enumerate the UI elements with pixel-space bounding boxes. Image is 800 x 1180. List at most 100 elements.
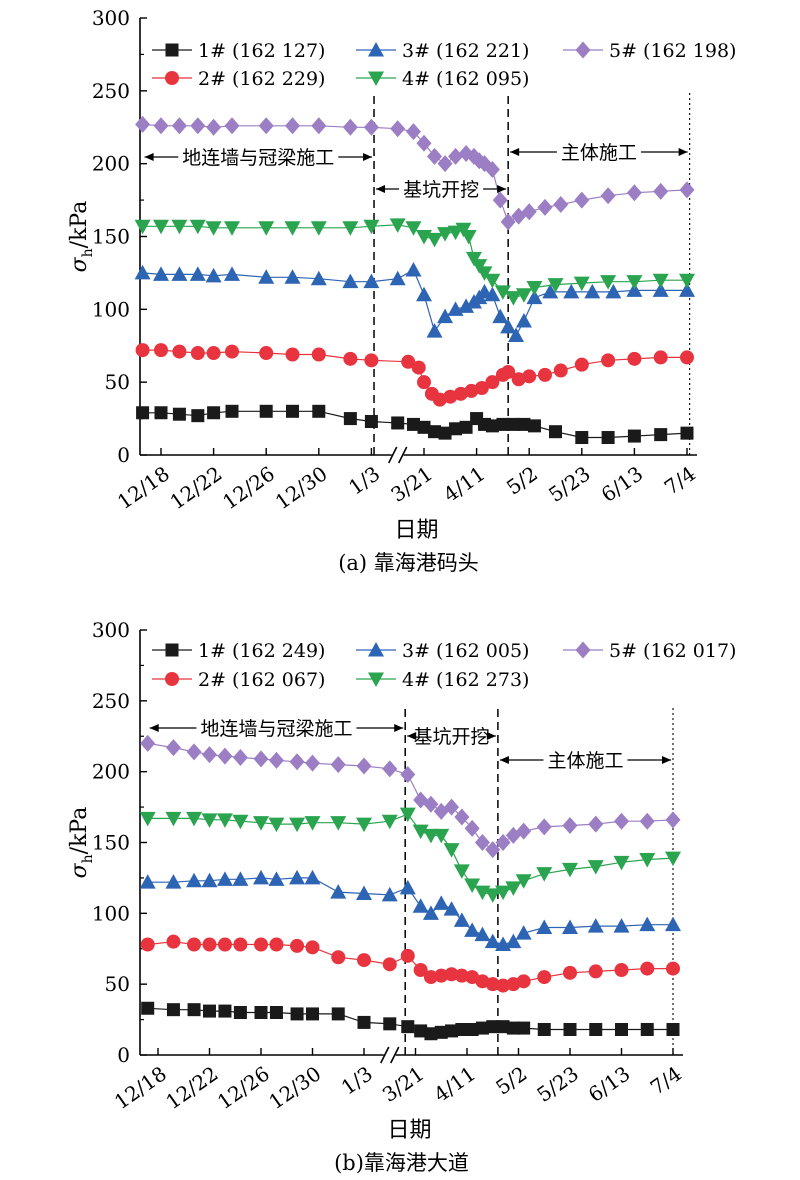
chart-a-series-line <box>142 123 688 223</box>
chart-a-data-point <box>437 308 454 324</box>
chart-a-data-point <box>654 428 668 442</box>
chart-a-data-point <box>537 367 552 382</box>
chart-a-series-1 <box>136 404 694 445</box>
chart-b-x-tick-label: 4/11 <box>429 1061 480 1106</box>
chart-a-data-point <box>437 155 453 173</box>
chart-b-legend-label: 2# (162 067) <box>198 669 325 691</box>
chart-b-data-point <box>536 818 552 836</box>
chart-b-y-tick-label: 200 <box>92 760 130 784</box>
chart-b-phase-annotation: 主体施工 <box>499 748 671 772</box>
chart-b-data-point <box>268 817 285 833</box>
chart-a-data-point <box>492 308 509 324</box>
chart-b-data-point <box>505 933 522 949</box>
chart-b-data-point <box>356 817 372 833</box>
chart-a-data-point <box>172 344 187 359</box>
chart-b-data-point <box>290 1007 304 1021</box>
chart-b-data-point <box>516 974 531 989</box>
chart-a-data-point <box>405 262 422 277</box>
chart-b-data-point <box>382 760 398 778</box>
chart-b-data-point <box>217 747 233 765</box>
chart-b-x-tick-label: 12/22 <box>161 1061 222 1114</box>
chart-b-phase-annotation: 地连墙与冠梁施工 <box>149 716 404 740</box>
chart-a-data-point <box>575 431 589 445</box>
chart-a-data-point <box>311 347 326 362</box>
chart-a-y-tick-label: 0 <box>117 443 130 467</box>
chart-b-data-point <box>187 1003 201 1017</box>
chart-a-data-point <box>679 181 695 199</box>
chart-b-data-point <box>506 1021 520 1035</box>
chart-a-series-5 <box>135 115 695 231</box>
chart-b-data-point <box>563 1023 577 1036</box>
chart-b-phase-label: 地连墙与冠梁施工 <box>200 718 352 740</box>
chart-b-data-point <box>330 816 347 831</box>
chart-b-data-point <box>233 1006 247 1019</box>
chart-b-legend-marker <box>368 642 384 657</box>
chart-a-data-point <box>679 282 695 297</box>
chart-a-data-point <box>285 117 300 135</box>
chart-b-legend-item: 3# (162 005) <box>352 637 558 663</box>
chart-b-x-tick-label: 12/30 <box>264 1061 325 1114</box>
chart-a-data-point <box>600 187 616 205</box>
chart-b-data-point <box>666 1023 680 1036</box>
chart-a-data-point <box>205 221 222 236</box>
chart-b-legend-item: 2# (162 067) <box>148 666 354 692</box>
chart-b-data-point <box>444 967 459 982</box>
chart-b-x-axis-title: 日期 <box>387 1118 431 1143</box>
chart-a-legend-item: 1# (162 127) <box>148 37 354 63</box>
chart-a-data-point <box>224 266 241 281</box>
chart-a-data-point <box>584 283 601 299</box>
chart-b-y-tick-label: 250 <box>92 689 130 713</box>
chart-a-data-point <box>389 270 406 286</box>
chart-b-data-point <box>357 1015 371 1029</box>
chart-a-data-point <box>135 115 151 133</box>
chart-a-data-point <box>496 417 510 431</box>
chart-a-data-point <box>171 117 187 135</box>
chart-a-y-tick-label: 250 <box>92 79 130 103</box>
chart-a-data-point <box>515 288 532 303</box>
chart-b-data-point <box>536 867 553 882</box>
chart-a-data-point <box>627 351 642 366</box>
chart-a-data-point <box>601 431 615 445</box>
chart-a-phase-label: 基坑开挖 <box>403 179 479 201</box>
chart-b-data-point <box>496 978 511 993</box>
chart-a-series-line <box>142 224 687 299</box>
chart-b-data-point <box>423 795 439 813</box>
chart-b-legend: 1# (162 249) 2# (162 067) 3# (162 005) 4# (… <box>148 637 765 692</box>
chart-b-data-point <box>253 750 269 768</box>
chart-a-data-point <box>406 417 420 431</box>
chart-b-data-point <box>253 869 269 885</box>
chart-a-data-point <box>553 195 569 213</box>
chart-b-legend-label: 3# (162 005) <box>402 640 529 662</box>
chart-b-data-point <box>306 1007 319 1021</box>
chart-a-data-point <box>517 417 531 431</box>
chart-a-y-tick-label: 50 <box>105 370 130 394</box>
chart-b-data-point <box>613 918 630 933</box>
chart-b-data-point <box>422 828 439 844</box>
chart-b-data-point <box>400 948 415 963</box>
chart-b-x-tick-label: 12/18 <box>110 1061 171 1114</box>
chart-a-legend: 1# (162 127) 2# (162 229) 3# (162 221) 4# (… <box>148 37 765 91</box>
chart-b-data-point <box>401 1020 415 1034</box>
chart-b-data-point <box>587 918 604 933</box>
chart-a-data-point <box>527 419 541 433</box>
chart-a-x-tick-label: 1/3 <box>344 461 384 499</box>
chart-a-data-point <box>574 191 590 209</box>
chart-a-data-point <box>363 219 380 235</box>
chart-a-data-point <box>484 273 501 289</box>
chart-b-series-4 <box>139 807 681 903</box>
chart-b-data-point <box>484 933 501 949</box>
chart-a-data-point <box>521 203 537 221</box>
chart-a-data-point <box>153 117 169 135</box>
chart-a-data-point <box>455 222 472 238</box>
chart-b-data-point <box>640 1023 654 1036</box>
chart-b-data-point <box>517 1021 531 1035</box>
chart-a-phase-label: 地连墙与冠梁施工 <box>182 147 334 169</box>
chart-a-data-point <box>485 419 499 433</box>
chart-a-legend-marker <box>368 71 384 86</box>
chart-a-legend-label: 1# (162 127) <box>198 40 325 62</box>
chart-b-phase-annotation: 基坑开挖 <box>407 724 496 748</box>
chart-b-data-point <box>232 749 248 766</box>
chart-a-x-tick-label: 4/11 <box>439 461 490 506</box>
chart-b-data-point <box>443 901 460 916</box>
chart-b-phase-label: 基坑开挖 <box>414 726 490 748</box>
